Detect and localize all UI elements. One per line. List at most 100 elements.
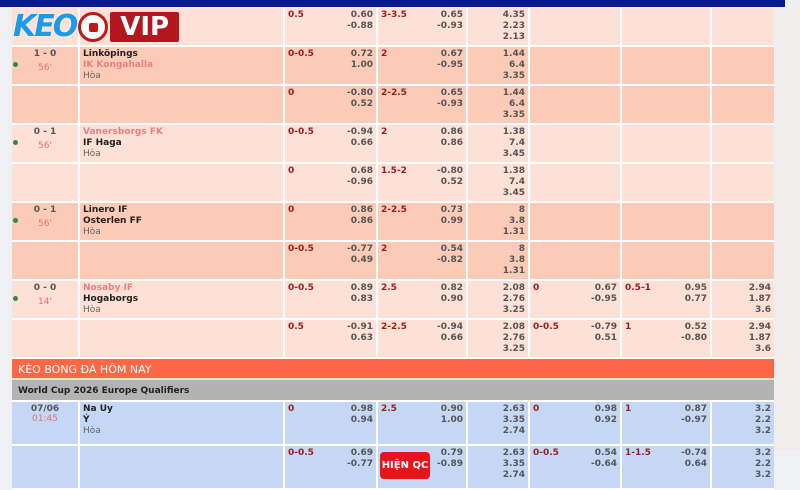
- odds-value[interactable]: 2.2: [755, 459, 771, 469]
- odds-value[interactable]: 0.86: [350, 205, 373, 215]
- h1-over-under-cell-content[interactable]: 1-1.5 -0.74 0.64: [625, 448, 707, 470]
- odds-value[interactable]: 3.2: [755, 470, 771, 480]
- odds-value[interactable]: 0.63: [350, 333, 373, 343]
- odds-value[interactable]: 0.92: [594, 415, 617, 425]
- over-under-cell-content[interactable]: 2 0.86 0.86: [381, 127, 463, 149]
- odds-value[interactable]: 0.95: [684, 283, 707, 293]
- odds-value[interactable]: 8: [518, 205, 525, 215]
- odds-value[interactable]: -0.80: [681, 333, 707, 343]
- odds-value[interactable]: 0.86: [350, 216, 373, 226]
- away-team[interactable]: IK Kongahalla: [83, 60, 154, 70]
- odds-value[interactable]: 3.2: [755, 404, 771, 414]
- odds-value[interactable]: 0.52: [684, 322, 707, 332]
- odds-value[interactable]: 2.94: [748, 322, 771, 332]
- handicap-cell-content[interactable]: 0.5 0.60 -0.88: [288, 10, 373, 32]
- odds-value[interactable]: 0.49: [350, 255, 373, 265]
- odds-value[interactable]: -0.64: [591, 459, 617, 469]
- odds-value[interactable]: -0.96: [347, 177, 373, 187]
- away-team[interactable]: IF Haga: [83, 138, 122, 148]
- odds-value[interactable]: 3.35: [502, 71, 525, 81]
- odds-value[interactable]: 2.76: [502, 333, 525, 343]
- odds-value[interactable]: -0.97: [681, 415, 707, 425]
- odds-value[interactable]: 8: [518, 244, 525, 254]
- odds-value[interactable]: 0.64: [684, 459, 707, 469]
- odds-value[interactable]: 3.8: [509, 216, 525, 226]
- odds-value[interactable]: 0.82: [440, 283, 463, 293]
- h1-handicap-cell-content[interactable]: 0 0.67 -0.95: [533, 283, 617, 305]
- h1-handicap-cell-content[interactable]: 0-0.5 0.54 -0.64: [533, 448, 617, 470]
- odds-value[interactable]: -0.80: [347, 88, 373, 98]
- away-team[interactable]: Hogaborgs: [83, 294, 139, 304]
- odds-value[interactable]: 0.73: [440, 205, 463, 215]
- odds-value[interactable]: 2.94: [748, 283, 771, 293]
- odds-value[interactable]: 3.45: [502, 188, 525, 198]
- odds-value[interactable]: 0.99: [440, 216, 463, 226]
- odds-value[interactable]: 6.4: [509, 99, 525, 109]
- odds-value[interactable]: 3.25: [502, 305, 525, 315]
- odds-value[interactable]: 3.35: [502, 415, 525, 425]
- over-under-cell-content[interactable]: 2-2.5 0.73 0.99: [381, 205, 463, 227]
- odds-value[interactable]: -0.94: [347, 127, 373, 137]
- away-team[interactable]: Ý: [83, 415, 90, 425]
- odds-value[interactable]: 1.00: [440, 415, 463, 425]
- handicap-cell-content[interactable]: 0 0.98 0.94: [288, 404, 373, 426]
- odds-value[interactable]: -0.79: [591, 322, 617, 332]
- handicap-cell-content[interactable]: 0-0.5 0.69 -0.77: [288, 448, 373, 470]
- odds-value[interactable]: 1.44: [502, 88, 525, 98]
- over-under-cell-content[interactable]: 2 0.67 -0.95: [381, 49, 463, 71]
- odds-value[interactable]: 0.52: [440, 177, 463, 187]
- odds-value[interactable]: -0.93: [437, 99, 463, 109]
- odds-value[interactable]: 0.89: [350, 283, 373, 293]
- h1-over-under-cell-content[interactable]: 0.5-1 0.95 0.77: [625, 283, 707, 305]
- odds-value[interactable]: -0.91: [347, 322, 373, 332]
- odds-value[interactable]: 0.54: [440, 244, 463, 254]
- odds-value[interactable]: 1.31: [502, 266, 525, 276]
- odds-value[interactable]: 2.74: [502, 470, 525, 480]
- odds-value[interactable]: 1.38: [502, 166, 525, 176]
- odds-value[interactable]: -0.93: [437, 21, 463, 31]
- handicap-cell-content[interactable]: 0-0.5 -0.77 0.49: [288, 244, 373, 266]
- away-team[interactable]: Osterlen FF: [83, 216, 142, 226]
- odds-value[interactable]: 0.94: [350, 415, 373, 425]
- odds-value[interactable]: 0.90: [440, 404, 463, 414]
- odds-value[interactable]: 3.35: [502, 110, 525, 120]
- handicap-cell-content[interactable]: 0-0.5 0.72 1.00: [288, 49, 373, 71]
- odds-value[interactable]: 0.90: [440, 294, 463, 304]
- over-under-cell-content[interactable]: 2-2.5 -0.94 0.66: [381, 322, 463, 344]
- odds-value[interactable]: 0.68: [350, 166, 373, 176]
- odds-value[interactable]: 2.74: [502, 426, 525, 436]
- home-team[interactable]: Na Uy: [83, 404, 113, 414]
- odds-value[interactable]: 2.08: [502, 283, 525, 293]
- odds-value[interactable]: -0.77: [347, 459, 373, 469]
- handicap-cell-content[interactable]: 0-0.5 -0.94 0.66: [288, 127, 373, 149]
- odds-value[interactable]: 1.00: [350, 60, 373, 70]
- odds-value[interactable]: 0.52: [350, 99, 373, 109]
- odds-value[interactable]: 3.6: [755, 305, 771, 315]
- odds-value[interactable]: 0.66: [350, 138, 373, 148]
- over-under-cell-content[interactable]: 1.5-2 -0.80 0.52: [381, 166, 463, 188]
- over-under-cell-content[interactable]: 2.5 0.90 1.00: [381, 404, 463, 426]
- odds-value[interactable]: 7.4: [509, 138, 525, 148]
- odds-value[interactable]: 0.98: [350, 404, 373, 414]
- odds-value[interactable]: 3.8: [509, 255, 525, 265]
- odds-value[interactable]: 4.35: [502, 10, 525, 20]
- over-under-cell-content[interactable]: 2.5 0.82 0.90: [381, 283, 463, 305]
- odds-value[interactable]: 1.44: [502, 49, 525, 59]
- home-team[interactable]: Linköpings: [83, 49, 138, 59]
- home-team[interactable]: Vanersborgs FK: [83, 127, 163, 137]
- odds-value[interactable]: 1.31: [502, 227, 525, 237]
- odds-value[interactable]: -0.77: [347, 244, 373, 254]
- odds-value[interactable]: 0.72: [350, 49, 373, 59]
- odds-value[interactable]: 2.23: [502, 21, 525, 31]
- h1-over-under-cell-content[interactable]: 1 0.87 -0.97: [625, 404, 707, 426]
- odds-value[interactable]: 2.76: [502, 294, 525, 304]
- odds-value[interactable]: 3.6: [755, 344, 771, 354]
- h1-handicap-cell-content[interactable]: 0-0.5 -0.79 0.51: [533, 322, 617, 344]
- handicap-cell-content[interactable]: 0 0.86 0.86: [288, 205, 373, 227]
- handicap-cell-content[interactable]: 0.5 -0.91 0.63: [288, 322, 373, 344]
- handicap-cell-content[interactable]: 0 -0.80 0.52: [288, 88, 373, 110]
- odds-value[interactable]: 0.65: [440, 10, 463, 20]
- odds-value[interactable]: 0.60: [350, 10, 373, 20]
- odds-value[interactable]: 1.87: [748, 294, 771, 304]
- odds-value[interactable]: -0.88: [347, 21, 373, 31]
